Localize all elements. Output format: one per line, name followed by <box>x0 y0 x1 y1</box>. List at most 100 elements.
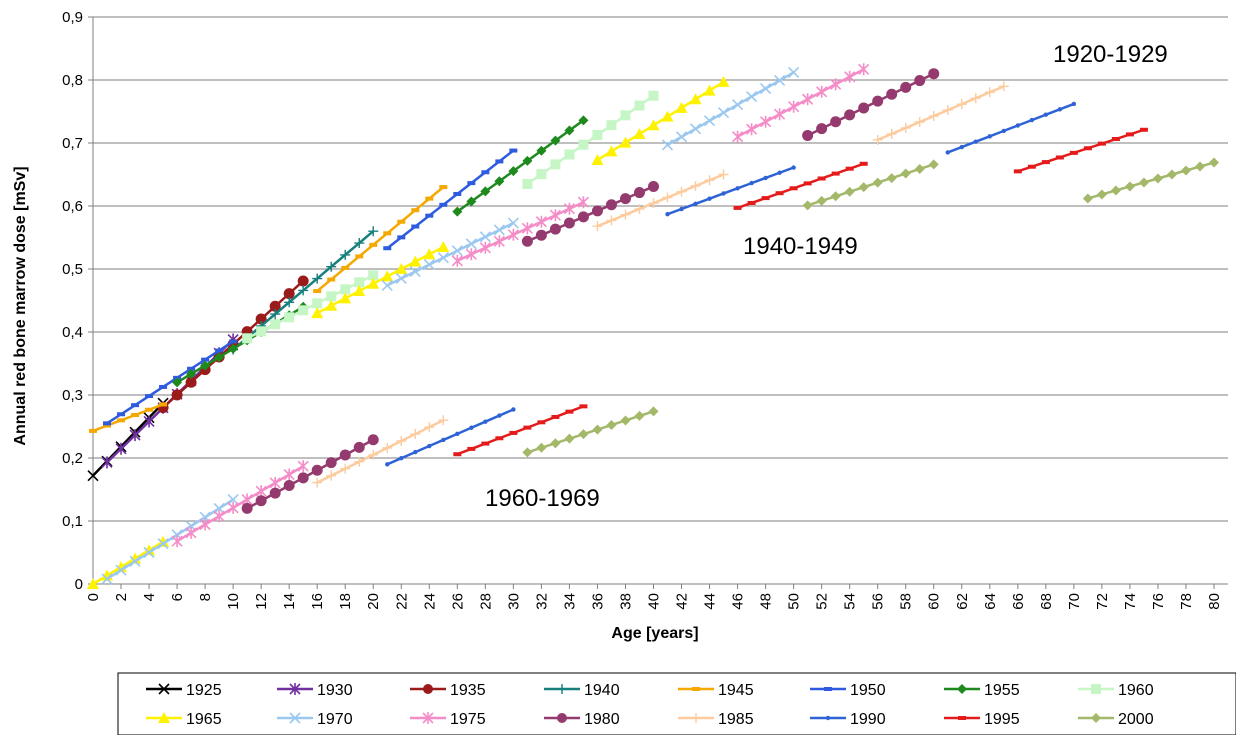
x-tick-label: 36 <box>589 593 606 610</box>
legend-item-1975: 1975 <box>410 711 486 728</box>
x-tick-label: 18 <box>337 593 354 610</box>
data-point <box>1083 146 1092 151</box>
series-1970 <box>101 66 800 585</box>
data-point <box>185 526 197 539</box>
data-point <box>648 406 659 417</box>
data-point <box>383 246 392 251</box>
legend-item-1945: 1945 <box>678 682 754 699</box>
data-point <box>297 460 309 473</box>
data-point <box>158 712 170 723</box>
series-line <box>1017 128 1145 173</box>
data-point <box>131 413 140 418</box>
annotation-1920-1929: 1920-1929 <box>1053 41 1168 68</box>
series-line <box>176 465 304 543</box>
data-point <box>199 518 211 531</box>
data-point <box>312 273 323 284</box>
data-point <box>535 215 547 228</box>
data-point <box>816 195 827 206</box>
legend-item-1940: 1940 <box>544 682 620 699</box>
data-point <box>284 297 295 308</box>
y-axis-title: Annual red bone marrow dose [mSv] <box>12 166 29 445</box>
data-point <box>1001 128 1007 134</box>
data-point <box>634 100 645 111</box>
data-point <box>368 226 379 237</box>
data-point <box>970 93 981 104</box>
data-point <box>339 292 352 304</box>
data-point <box>1208 157 1219 168</box>
data-point <box>872 95 884 107</box>
data-point <box>858 102 870 114</box>
data-point <box>774 74 786 87</box>
legend-item-1990: 1990 <box>810 711 886 728</box>
legend-box <box>117 672 1236 735</box>
data-point <box>427 443 432 449</box>
x-tick-label: 80 <box>1206 593 1223 610</box>
data-point <box>844 70 856 83</box>
data-point <box>101 456 113 469</box>
data-point <box>557 713 567 723</box>
data-point <box>145 407 154 412</box>
data-point <box>886 173 897 184</box>
data-point <box>395 272 407 285</box>
data-point <box>928 111 939 122</box>
data-point <box>689 123 702 135</box>
data-point <box>115 442 127 455</box>
data-point <box>928 159 939 170</box>
data-point <box>817 176 826 181</box>
data-point <box>495 159 504 164</box>
data-point <box>159 402 168 407</box>
data-point <box>283 288 295 300</box>
x-tick-label: 70 <box>1066 593 1083 610</box>
data-point <box>439 202 448 207</box>
data-point <box>353 285 366 297</box>
x-tick-label: 16 <box>309 593 326 610</box>
data-point <box>662 192 673 203</box>
x-tick-label: 20 <box>365 593 382 610</box>
legend-label: 1945 <box>718 682 754 699</box>
data-point <box>157 538 169 550</box>
data-point <box>958 716 966 720</box>
data-point <box>732 130 744 143</box>
data-point <box>255 313 267 325</box>
data-point <box>381 270 394 282</box>
series-line <box>526 185 654 243</box>
data-point <box>451 254 463 267</box>
data-point <box>297 275 309 287</box>
data-point <box>227 501 239 514</box>
x-tick-label: 6 <box>169 593 186 601</box>
series-line <box>736 68 865 138</box>
data-point <box>187 366 196 371</box>
data-point <box>749 180 754 186</box>
legend-label: 1980 <box>584 711 620 728</box>
legend-item-1970: 1970 <box>277 711 353 728</box>
data-point <box>340 249 351 260</box>
data-point <box>480 186 491 197</box>
data-point <box>214 352 225 363</box>
legend-item-1955: 1955 <box>944 682 1020 699</box>
data-point <box>676 186 687 197</box>
data-point <box>508 166 519 177</box>
data-point <box>354 238 365 249</box>
series-line <box>316 419 444 484</box>
data-point <box>557 684 567 694</box>
data-point <box>101 573 113 585</box>
data-point <box>1097 141 1106 146</box>
data-point <box>411 224 420 229</box>
data-point <box>1125 132 1134 137</box>
data-point <box>957 684 967 694</box>
data-point <box>129 555 141 567</box>
data-point <box>270 319 281 330</box>
data-point <box>437 240 450 252</box>
series-1965 <box>87 75 730 589</box>
data-point <box>423 259 435 271</box>
legend-item-1950: 1950 <box>810 682 886 699</box>
x-tick-label: 26 <box>449 593 466 610</box>
data-point <box>859 161 868 166</box>
data-point <box>691 713 701 723</box>
series-line <box>947 102 1075 154</box>
data-point <box>692 687 700 691</box>
data-point <box>409 265 421 278</box>
data-point <box>1043 112 1049 117</box>
x-tick-label: 10 <box>225 593 242 610</box>
data-point <box>592 129 603 140</box>
